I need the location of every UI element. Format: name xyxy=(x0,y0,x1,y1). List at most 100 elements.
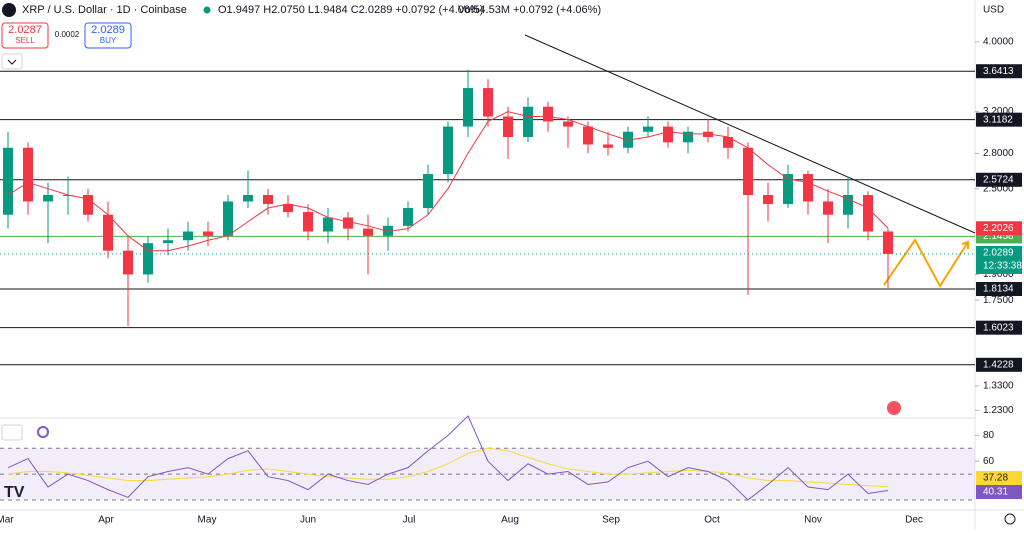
rsi-line xyxy=(7,415,889,501)
candle-body xyxy=(663,126,673,143)
candle-body xyxy=(743,147,753,196)
buy-label: BUY xyxy=(100,36,117,45)
candle-body xyxy=(43,195,53,202)
x-tick-label: Sep xyxy=(602,515,620,526)
x-tick-label: May xyxy=(198,515,217,526)
candle-body xyxy=(603,144,613,148)
buy-price: 2.0289 xyxy=(91,24,125,36)
candle-body xyxy=(283,204,293,213)
x-tick-label: Mar xyxy=(0,515,14,526)
level-label-bg xyxy=(976,112,1022,127)
x-tick-label: Jun xyxy=(300,515,316,526)
candle-body xyxy=(403,208,413,226)
candle-body xyxy=(103,214,113,251)
level-label-bg xyxy=(976,320,1022,335)
buy-button[interactable] xyxy=(84,22,132,49)
chevron xyxy=(7,59,17,65)
projection xyxy=(883,238,969,288)
support-label: 2.1458 xyxy=(983,231,1014,242)
y-tick-label: 1.7500 xyxy=(983,295,1014,306)
price-label: 2.0289 xyxy=(983,248,1014,259)
rsi-label: 37.28 xyxy=(983,473,1008,484)
y-tick-label: 1.3300 xyxy=(983,381,1014,392)
moving-average xyxy=(7,111,889,252)
candle-body xyxy=(483,88,493,117)
y-tick-label: 2.8000 xyxy=(983,148,1014,159)
ma-label: 2.2026 xyxy=(983,223,1014,234)
currency[interactable]: USD xyxy=(983,5,1004,16)
candle-body xyxy=(303,212,313,232)
price-label-bg xyxy=(976,245,1022,274)
event-icon[interactable] xyxy=(887,401,901,415)
candle-body xyxy=(823,201,833,215)
candle-body xyxy=(223,201,233,236)
collapse-button[interactable] xyxy=(1,424,23,441)
rsi-label: 40.31 xyxy=(983,487,1008,498)
y-tick-label: 80 xyxy=(983,430,995,441)
level-label: 1.4228 xyxy=(983,359,1014,370)
candle-body xyxy=(323,217,333,232)
sell-price: 2.0287 xyxy=(8,24,42,36)
level-label: 1.6023 xyxy=(983,322,1014,333)
logo: TV xyxy=(4,484,25,501)
ma-label-bg xyxy=(976,221,1022,236)
candle-body xyxy=(583,126,593,145)
symbol-icon xyxy=(2,3,16,17)
status-dot xyxy=(203,6,211,14)
candle-body xyxy=(563,121,573,127)
x-tick-label: Dec xyxy=(905,515,923,526)
candle-body xyxy=(143,243,153,275)
y-tick-label: 3.2000 xyxy=(983,106,1014,117)
candle-body xyxy=(3,147,13,215)
candle-body xyxy=(723,136,733,148)
indicator-icon xyxy=(37,426,49,438)
candle-body xyxy=(23,147,33,202)
candle-body xyxy=(183,231,193,241)
candle-body xyxy=(683,131,693,143)
candle-body xyxy=(503,116,513,137)
candle-body xyxy=(703,131,713,137)
y-tick-label: 60 xyxy=(983,456,995,467)
candle-body xyxy=(843,195,853,215)
candle-body xyxy=(423,174,433,209)
candle-body xyxy=(243,195,253,202)
candle-body xyxy=(863,195,873,232)
x-tick-label: Apr xyxy=(98,515,114,526)
candle-body xyxy=(543,106,553,122)
level-label: 3.1182 xyxy=(983,114,1013,125)
level-label-bg xyxy=(976,282,1022,297)
rsi-label-bg xyxy=(976,485,1022,499)
projection-arrow xyxy=(961,240,969,249)
candle-body xyxy=(443,126,453,175)
y-tick-label: 1.9000 xyxy=(983,269,1014,280)
symbol[interactable]: XRP / U.S. Dollar · 1D · Coinbase xyxy=(22,4,187,16)
sell-label: SELL xyxy=(15,36,35,45)
candle-body xyxy=(203,231,213,236)
candle-body xyxy=(163,240,173,244)
x-tick-label: Aug xyxy=(501,515,519,526)
level-label: 2.5724 xyxy=(983,174,1014,185)
x-tick-label: Jul xyxy=(403,515,416,526)
y-tick-label: 4.0000 xyxy=(983,37,1014,48)
collapse-button[interactable] xyxy=(1,53,23,70)
y-tick-label: 2.5000 xyxy=(983,183,1014,194)
sell-button[interactable] xyxy=(1,22,49,49)
candle-body xyxy=(343,217,353,229)
level-label-bg xyxy=(976,172,1022,187)
rsi-line xyxy=(7,447,889,488)
level-label-bg xyxy=(976,357,1022,372)
level-label: 3.6413 xyxy=(983,66,1014,77)
candle-body xyxy=(263,195,273,205)
candle-body xyxy=(463,88,473,127)
settings-icon[interactable] xyxy=(1004,513,1016,525)
candle-body xyxy=(83,195,93,215)
candle-body xyxy=(783,174,793,205)
spread: 0.0002 xyxy=(55,30,80,39)
candle-body xyxy=(883,231,893,254)
level-label: 1.8134 xyxy=(983,284,1014,295)
ohlc: O1.9497 H2.0750 L1.9484 C2.0289 +0.0792 … xyxy=(218,4,483,16)
y-tick-label: 1.2300 xyxy=(983,405,1014,416)
x-tick-label: Oct xyxy=(704,515,720,526)
